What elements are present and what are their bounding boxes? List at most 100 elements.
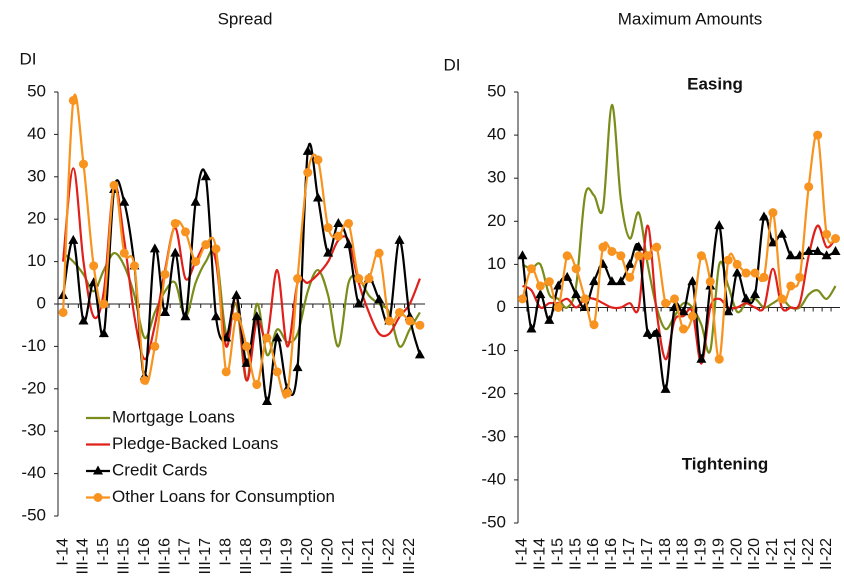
marker: [395, 307, 405, 317]
x-tick-label: III-17: [197, 538, 214, 575]
x-tick-label: III-16: [156, 538, 173, 575]
marker: [180, 227, 190, 237]
marker: [313, 155, 323, 165]
marker: [68, 95, 78, 105]
x-tick-label: I-21: [764, 538, 781, 566]
y-tick-label: 40: [487, 125, 506, 144]
marker: [93, 465, 103, 475]
marker: [696, 251, 706, 261]
marker: [696, 353, 707, 363]
marker: [714, 354, 724, 364]
x-tick-label: II-15: [567, 538, 584, 570]
marker: [723, 255, 733, 265]
x-tick-label: I-18: [217, 538, 234, 566]
marker: [830, 245, 841, 255]
x-tick-label: II-14: [532, 538, 549, 570]
marker: [323, 223, 333, 233]
marker: [201, 240, 211, 250]
marker: [374, 294, 385, 304]
marker: [741, 293, 752, 303]
x-tick-label: I-18: [657, 538, 674, 566]
marker: [323, 247, 334, 257]
y-tick-label: 20: [27, 209, 46, 228]
x-tick-label: I-19: [258, 538, 275, 566]
marker: [767, 237, 778, 247]
marker: [741, 268, 751, 278]
x-tick-label: I-20: [728, 538, 745, 566]
marker: [607, 246, 617, 256]
marker: [190, 196, 201, 206]
marker: [109, 180, 119, 190]
x-tick-label: II-16: [603, 538, 620, 570]
marker: [231, 290, 242, 300]
y-tick-label: 20: [487, 211, 506, 230]
y-tick-label: -10: [481, 340, 506, 359]
marker: [732, 259, 742, 269]
x-tick-label: II-21: [782, 538, 799, 570]
marker: [364, 274, 374, 284]
marker: [625, 272, 635, 282]
y-tick-label: -10: [21, 336, 46, 355]
marker: [606, 276, 617, 286]
marker: [221, 367, 231, 377]
marker: [670, 294, 680, 304]
marker: [170, 218, 180, 228]
marker: [93, 493, 103, 502]
marker: [687, 311, 697, 321]
marker: [191, 257, 201, 267]
x-tick-label: I-16: [585, 538, 602, 566]
marker: [562, 251, 572, 261]
marker: [251, 311, 262, 321]
x-tick-label: I-22: [800, 538, 817, 566]
y-tick-label: -40: [481, 469, 506, 488]
marker: [589, 320, 599, 330]
marker: [526, 323, 537, 333]
marker: [580, 294, 590, 304]
y-tick-label: -50: [481, 512, 506, 531]
marker: [535, 289, 546, 299]
marker: [544, 314, 555, 324]
marker: [714, 220, 725, 230]
marker: [553, 280, 564, 290]
x-tick-label: I-22: [381, 538, 398, 566]
annotation: Easing: [687, 74, 743, 93]
marker: [633, 241, 644, 251]
marker: [616, 251, 626, 261]
marker: [211, 311, 222, 321]
marker: [262, 333, 272, 343]
marker: [333, 217, 344, 227]
marker: [292, 362, 303, 372]
x-tick-label: I-15: [549, 538, 566, 566]
marker: [119, 196, 130, 206]
marker: [571, 264, 581, 274]
marker: [261, 396, 272, 406]
y-tick-label: 50: [27, 81, 46, 100]
marker: [312, 192, 323, 202]
x-tick-label: III-19: [279, 538, 296, 575]
marker: [344, 218, 354, 228]
marker: [785, 250, 796, 260]
marker: [415, 320, 425, 330]
marker: [758, 211, 769, 221]
marker: [149, 243, 160, 253]
x-tick-label: I-20: [299, 538, 316, 566]
marker: [517, 250, 528, 260]
marker: [526, 264, 536, 274]
y-tick-label: -50: [21, 505, 46, 524]
x-tick-label: III-18: [238, 538, 255, 575]
chart-title: Maximum Amounts: [618, 9, 763, 28]
marker: [241, 357, 252, 367]
series-line: [521, 132, 837, 361]
marker: [354, 274, 364, 284]
y-axis-label: DI: [20, 49, 37, 68]
marker: [812, 245, 823, 255]
marker: [687, 276, 698, 286]
marker: [517, 294, 527, 304]
marker: [272, 332, 283, 342]
marker: [634, 251, 644, 261]
marker: [777, 294, 787, 304]
marker: [98, 328, 109, 338]
annotation: Tightening: [682, 454, 769, 473]
marker: [99, 299, 109, 309]
marker: [119, 248, 129, 258]
